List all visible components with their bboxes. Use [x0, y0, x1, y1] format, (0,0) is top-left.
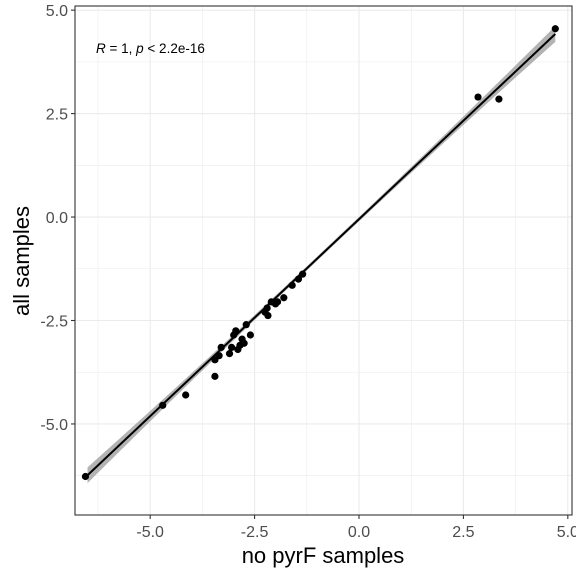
data-point: [264, 311, 272, 320]
y-tick-label: -2.5: [40, 314, 68, 331]
data-point: [240, 339, 248, 347]
y-tick-label: 0.0: [46, 210, 68, 227]
y-tick-label: 5.0: [46, 3, 68, 20]
grid-lines: [75, 6, 572, 515]
data-point: [159, 401, 167, 409]
regression-line-group: [86, 33, 556, 476]
x-axis-title: no pyrF samples: [242, 543, 405, 568]
data-point: [228, 343, 236, 352]
data-point: [81, 472, 90, 481]
x-tick-label: 2.5: [452, 524, 474, 541]
data-point: [182, 391, 190, 399]
y-tick-label: -5.0: [40, 417, 68, 434]
p-symbol: p: [135, 41, 144, 56]
p-value-text: < 2.2e-16: [144, 41, 205, 56]
data-point: [495, 95, 503, 103]
x-axis: -5.0 -2.5 0.0 2.5 5.0: [136, 515, 576, 541]
data-points: [81, 25, 559, 481]
x-tick-label: -5.0: [136, 524, 164, 541]
x-tick-label: 0.0: [348, 524, 370, 541]
data-point: [217, 343, 225, 352]
y-axis-title: all samples: [9, 206, 34, 316]
data-point: [232, 327, 240, 335]
y-axis: -5.0 -2.5 0.0 2.5 5.0: [40, 3, 75, 434]
data-point: [215, 352, 223, 360]
data-point: [474, 93, 482, 101]
regression-line: [86, 33, 556, 476]
data-point: [246, 331, 255, 339]
correlation-annotation: R = 1, p < 2.2e-16: [96, 41, 205, 56]
r-symbol: R: [96, 41, 106, 56]
data-point: [288, 281, 296, 289]
r-value-text: = 1,: [106, 41, 136, 56]
x-tick-label: 5.0: [557, 524, 576, 541]
data-point: [551, 25, 559, 33]
plot-panel-border: [74, 5, 573, 516]
data-point: [280, 294, 288, 302]
data-point: [294, 275, 303, 283]
data-point: [299, 270, 307, 278]
data-point: [273, 298, 282, 306]
x-tick-label: -2.5: [241, 524, 269, 541]
data-point: [211, 372, 219, 380]
data-point: [225, 350, 234, 358]
data-point: [263, 304, 271, 312]
data-point: [242, 321, 250, 329]
y-tick-label: 2.5: [46, 107, 68, 124]
